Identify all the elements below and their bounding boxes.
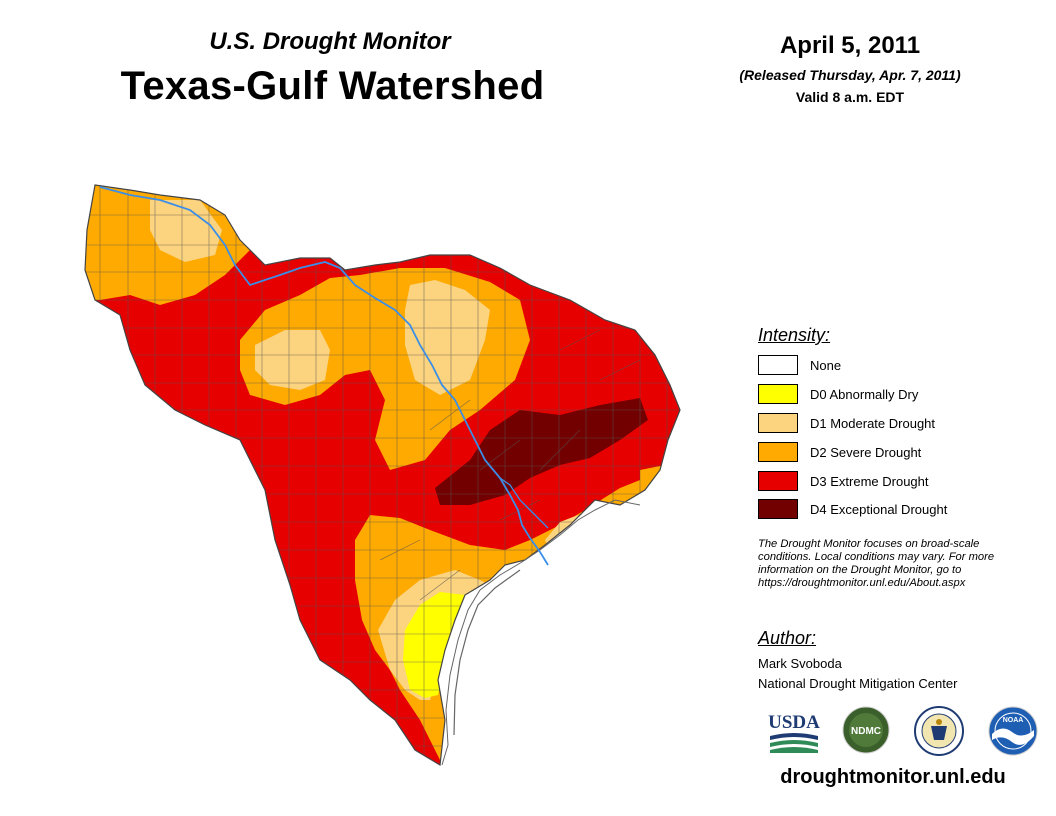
drought-monitor-note: The Drought Monitor focuses on broad-sca…	[758, 538, 1048, 590]
zone-d1-central	[405, 280, 490, 395]
zone-d2-east-coast	[640, 465, 665, 505]
legend-swatch	[758, 442, 798, 462]
legend-item-d1: D1 Moderate Drought	[758, 412, 935, 434]
footer-url[interactable]: droughtmonitor.unl.edu	[780, 766, 1006, 788]
legend-item-none: None	[758, 354, 841, 376]
ndmc-logo-text: NDMC	[851, 726, 881, 737]
river-tributary	[499, 477, 549, 529]
legend-swatch	[758, 384, 798, 404]
ndmc-logo-icon: NDMC	[842, 706, 890, 754]
legend-swatch	[758, 355, 798, 375]
legend-item-d3: D3 Extreme Drought	[758, 470, 929, 492]
barrier-island	[453, 569, 521, 736]
noaa-logo-text: NOAA	[1003, 717, 1024, 724]
legend-item-d0: D0 Abnormally Dry	[758, 383, 918, 405]
note-line: The Drought Monitor focuses on broad-sca…	[758, 538, 980, 550]
coastline	[441, 499, 641, 766]
legend-label: D2 Severe Drought	[810, 444, 922, 460]
legend-label: D4 Exceptional Drought	[810, 501, 948, 517]
release-date: (Released Thursday, Apr. 7, 2011)	[739, 67, 961, 83]
legend-item-d4: D4 Exceptional Drought	[758, 498, 947, 520]
usda-logo-text: USDA	[768, 712, 820, 733]
legend-label: D0 Abnormally Dry	[810, 386, 919, 402]
river-main	[99, 186, 549, 566]
zone-d1-west	[255, 330, 330, 390]
usda-logo-icon: USDA	[768, 712, 820, 753]
zone-d0	[403, 592, 470, 698]
author-name: Mark Svoboda	[758, 656, 842, 671]
map-date: April 5, 2011	[779, 32, 921, 59]
legend-item-d2: D2 Severe Drought	[758, 441, 921, 463]
map-title: Texas-Gulf Watershed	[120, 64, 545, 108]
drought-map	[84, 184, 681, 766]
legend-swatch	[758, 471, 798, 491]
zone-d1-north	[150, 200, 222, 262]
legend-label: None	[810, 357, 842, 373]
author-org: National Drought Mitigation Center	[758, 676, 958, 691]
note-line: information on the Drought Monitor, go t…	[758, 564, 962, 576]
legend-swatch	[758, 413, 798, 433]
noaa-logo-icon: NOAA	[988, 706, 1038, 756]
legend-heading: Intensity:	[758, 325, 831, 345]
zone-d4	[435, 398, 648, 505]
legend-label: D1 Moderate Drought	[810, 415, 936, 431]
legend-swatch	[758, 499, 798, 519]
author-heading: Author:	[758, 628, 817, 648]
note-link[interactable]: https://droughtmonitor.unl.edu/About.asp…	[758, 577, 966, 589]
doc-seal-icon	[914, 706, 964, 756]
note-line: conditions. Local conditions may vary. F…	[758, 551, 995, 563]
valid-time: Valid 8 a.m. EDT	[795, 89, 905, 105]
map-subtitle: U.S. Drought Monitor	[209, 28, 451, 55]
legend-label: D3 Extreme Drought	[810, 473, 929, 489]
